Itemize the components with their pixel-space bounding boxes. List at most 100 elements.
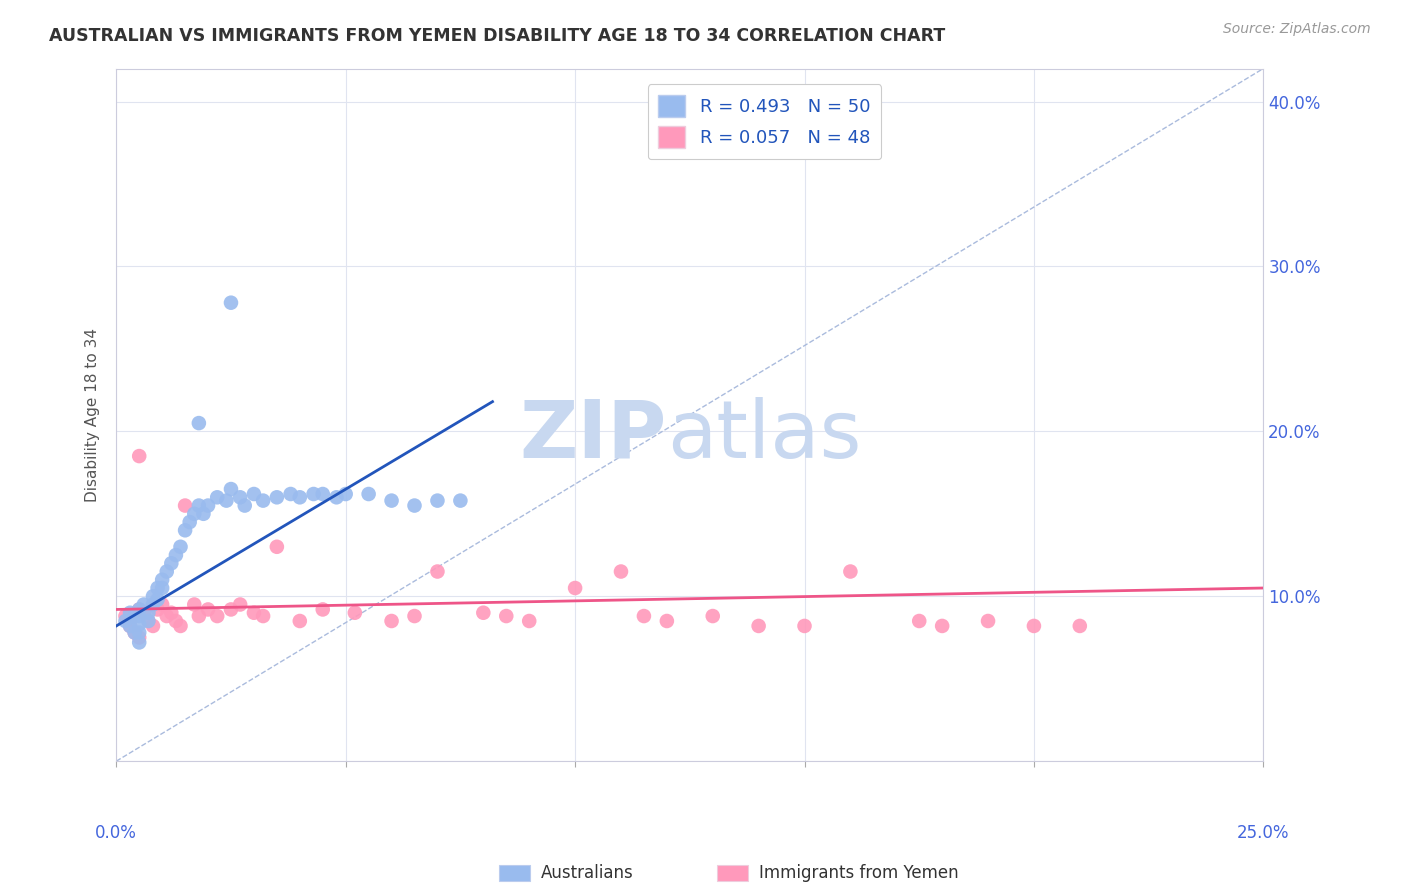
Point [610,565,633,579]
Point [142,598,165,612]
Point [124,625,146,640]
Point [702,609,724,624]
Point [229,491,252,505]
Point [169,619,191,633]
Point [335,487,357,501]
Text: ZIP: ZIP [520,397,666,475]
Point [219,482,242,496]
Point [266,491,288,505]
Point [343,606,366,620]
Point [128,635,150,649]
Point [128,617,150,632]
Point [150,573,173,587]
Point [404,609,426,624]
Point [132,598,155,612]
Point [266,540,288,554]
Point [977,614,1000,628]
Point [165,548,187,562]
Legend: R = 0.493   N = 50, R = 0.057   N = 48: R = 0.493 N = 50, R = 0.057 N = 48 [648,85,882,160]
Point [174,499,197,513]
Point [169,540,191,554]
Point [179,515,201,529]
Point [118,614,141,628]
Point [124,609,146,624]
Text: Immigrants from Yemen: Immigrants from Yemen [759,864,959,882]
Point [150,581,173,595]
Point [132,606,155,620]
Point [908,614,931,628]
Point [229,598,252,612]
Point [128,631,150,645]
Point [160,556,183,570]
Point [146,592,169,607]
Point [426,493,449,508]
Point [174,523,197,537]
Point [156,565,179,579]
Point [495,609,517,624]
Point [114,614,136,628]
Point [156,609,179,624]
Point [243,606,266,620]
Point [931,619,953,633]
Point [138,614,160,628]
Point [357,487,380,501]
Point [312,602,335,616]
Point [380,614,402,628]
Point [114,609,136,624]
Point [517,614,540,628]
Text: AUSTRALIAN VS IMMIGRANTS FROM YEMEN DISABILITY AGE 18 TO 34 CORRELATION CHART: AUSTRALIAN VS IMMIGRANTS FROM YEMEN DISA… [49,27,945,45]
Point [404,499,426,513]
Point [128,609,150,624]
Point [146,581,169,595]
Point [243,487,266,501]
Point [205,609,228,624]
Point [564,581,586,595]
Point [748,619,770,633]
Text: 0.0%: 0.0% [96,824,138,842]
Point [118,619,141,633]
Point [472,606,495,620]
Point [142,619,165,633]
Point [146,602,169,616]
Point [118,619,141,633]
Point [280,487,302,501]
Point [187,416,209,430]
Point [252,609,274,624]
Point [288,491,311,505]
Point [839,565,862,579]
Point [655,614,678,628]
Point [302,487,325,501]
Point [142,589,165,603]
Point [128,449,150,463]
Point [128,602,150,616]
Point [193,507,215,521]
Point [197,499,219,513]
Text: Australians: Australians [541,864,634,882]
Text: Source: ZipAtlas.com: Source: ZipAtlas.com [1223,22,1371,37]
Point [187,499,209,513]
Point [633,609,655,624]
Point [215,493,238,508]
Point [288,614,311,628]
Point [138,614,160,628]
Point [219,295,242,310]
Point [183,598,205,612]
Point [138,606,160,620]
Point [219,602,242,616]
Text: 25.0%: 25.0% [1237,824,1289,842]
Point [187,609,209,624]
Point [793,619,815,633]
Point [160,606,183,620]
Point [150,598,173,612]
Point [124,625,146,640]
Point [380,493,402,508]
Point [1069,619,1091,633]
Point [233,499,256,513]
Point [205,491,228,505]
Point [128,602,150,616]
Point [128,625,150,640]
Point [197,602,219,616]
Point [118,606,141,620]
Y-axis label: Disability Age 18 to 34: Disability Age 18 to 34 [86,328,100,502]
Point [426,565,449,579]
